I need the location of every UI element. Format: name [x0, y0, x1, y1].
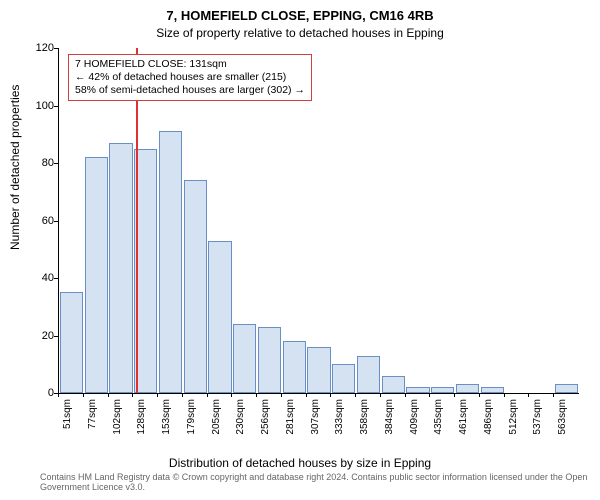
x-tick-label: 128sqm: [136, 399, 147, 443]
x-tick-mark: [504, 393, 505, 397]
x-tick-mark: [306, 393, 307, 397]
bar: [60, 292, 83, 393]
x-tick-label: 435sqm: [433, 399, 444, 443]
x-tick-mark: [108, 393, 109, 397]
x-tick-label: 102sqm: [112, 399, 123, 443]
y-tick-mark: [54, 221, 58, 222]
x-tick-label: 153sqm: [161, 399, 172, 443]
bar: [382, 376, 405, 393]
x-tick-label: 77sqm: [87, 399, 98, 443]
bar: [431, 387, 454, 393]
x-tick-mark: [256, 393, 257, 397]
attribution-text: Contains HM Land Registry data © Crown c…: [40, 472, 600, 492]
chart-container: 7, HOMEFIELD CLOSE, EPPING, CM16 4RB Siz…: [0, 0, 600, 500]
x-tick-label: 461sqm: [458, 399, 469, 443]
bar: [159, 131, 182, 393]
x-tick-label: 256sqm: [260, 399, 271, 443]
y-tick-mark: [54, 48, 58, 49]
bar: [481, 387, 504, 393]
chart-subtitle: Size of property relative to detached ho…: [0, 26, 600, 40]
y-tick-label: 20: [24, 330, 54, 342]
x-tick-mark: [380, 393, 381, 397]
x-tick-mark: [58, 393, 59, 397]
x-tick-mark: [182, 393, 183, 397]
y-tick-mark: [54, 278, 58, 279]
x-axis-label: Distribution of detached houses by size …: [0, 456, 600, 470]
bar: [307, 347, 330, 393]
y-tick-mark: [54, 336, 58, 337]
x-tick-mark: [132, 393, 133, 397]
x-tick-label: 230sqm: [235, 399, 246, 443]
y-tick-label: 100: [24, 100, 54, 112]
x-tick-mark: [429, 393, 430, 397]
bar: [233, 324, 256, 393]
bar: [184, 180, 207, 393]
bar: [85, 157, 108, 393]
x-tick-label: 205sqm: [211, 399, 222, 443]
bar: [258, 327, 281, 393]
y-tick-mark: [54, 106, 58, 107]
y-tick-label: 40: [24, 272, 54, 284]
x-tick-mark: [553, 393, 554, 397]
x-tick-mark: [479, 393, 480, 397]
y-axis-label: Number of detached properties: [8, 85, 22, 250]
annotation-line: 7 HOMEFIELD CLOSE: 131sqm: [75, 58, 305, 71]
bar: [406, 387, 429, 393]
x-tick-label: 333sqm: [334, 399, 345, 443]
x-tick-label: 179sqm: [186, 399, 197, 443]
y-tick-label: 80: [24, 157, 54, 169]
bar: [283, 341, 306, 393]
x-tick-mark: [528, 393, 529, 397]
annotation-line: ← 42% of detached houses are smaller (21…: [75, 71, 305, 84]
x-tick-label: 51sqm: [62, 399, 73, 443]
y-tick-label: 0: [24, 387, 54, 399]
x-tick-mark: [281, 393, 282, 397]
x-tick-mark: [355, 393, 356, 397]
x-tick-label: 512sqm: [508, 399, 519, 443]
bar: [208, 241, 231, 393]
y-tick-mark: [54, 163, 58, 164]
x-tick-mark: [330, 393, 331, 397]
y-tick-label: 60: [24, 215, 54, 227]
x-tick-label: 358sqm: [359, 399, 370, 443]
x-tick-label: 384sqm: [384, 399, 395, 443]
bar: [357, 356, 380, 393]
bar: [456, 384, 479, 393]
x-tick-mark: [231, 393, 232, 397]
x-tick-mark: [83, 393, 84, 397]
x-tick-label: 537sqm: [532, 399, 543, 443]
chart-title: 7, HOMEFIELD CLOSE, EPPING, CM16 4RB: [0, 8, 600, 23]
bar: [109, 143, 132, 393]
x-tick-label: 486sqm: [483, 399, 494, 443]
y-tick-label: 120: [24, 42, 54, 54]
bar: [555, 384, 578, 393]
x-tick-label: 281sqm: [285, 399, 296, 443]
annotation-box: 7 HOMEFIELD CLOSE: 131sqm← 42% of detach…: [68, 54, 312, 101]
x-tick-mark: [207, 393, 208, 397]
x-tick-mark: [454, 393, 455, 397]
x-tick-label: 307sqm: [310, 399, 321, 443]
x-tick-mark: [157, 393, 158, 397]
x-tick-label: 409sqm: [409, 399, 420, 443]
annotation-line: 58% of semi-detached houses are larger (…: [75, 84, 305, 97]
bar: [332, 364, 355, 393]
x-tick-mark: [405, 393, 406, 397]
x-tick-label: 563sqm: [557, 399, 568, 443]
